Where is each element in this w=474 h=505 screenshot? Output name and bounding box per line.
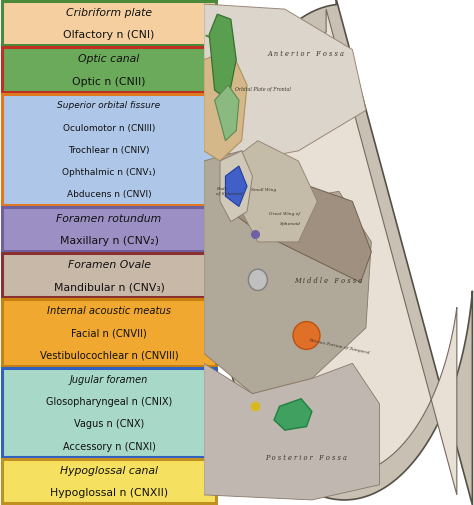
Text: Mandibular n (CNV₃): Mandibular n (CNV₃) [54, 282, 164, 292]
Polygon shape [204, 364, 379, 500]
Text: Jugular foramen: Jugular foramen [70, 374, 148, 384]
Polygon shape [274, 399, 312, 430]
Polygon shape [215, 0, 473, 505]
Ellipse shape [293, 322, 320, 349]
Text: Foramen rotundum: Foramen rotundum [56, 213, 162, 223]
Text: Glosopharyngeal n (CNIX): Glosopharyngeal n (CNIX) [46, 396, 172, 407]
FancyBboxPatch shape [2, 48, 216, 92]
Polygon shape [204, 5, 366, 162]
Text: Abducens n (CNVI): Abducens n (CNVI) [67, 190, 151, 198]
Polygon shape [204, 50, 247, 162]
FancyBboxPatch shape [2, 254, 216, 298]
Text: A n t e r i o r   F o s s a: A n t e r i o r F o s s a [268, 49, 345, 58]
FancyBboxPatch shape [2, 2, 216, 46]
Text: Ophthalmic n (CNV₁): Ophthalmic n (CNV₁) [62, 168, 156, 177]
Text: Body
of Sphenoid: Body of Sphenoid [216, 187, 243, 195]
Polygon shape [228, 10, 457, 495]
FancyBboxPatch shape [2, 459, 216, 503]
Polygon shape [204, 152, 371, 394]
Text: Sphenoid: Sphenoid [280, 222, 301, 226]
Polygon shape [209, 15, 236, 101]
Text: M i d d l e   F o s s a: M i d d l e F o s s a [294, 277, 362, 285]
Text: Accessory n (CNXI): Accessory n (CNXI) [63, 441, 155, 450]
Text: Vagus n (CNX): Vagus n (CNX) [74, 419, 144, 429]
Text: Hypoglossal n (CNXII): Hypoglossal n (CNXII) [50, 487, 168, 497]
Text: Great Wing of: Great Wing of [269, 212, 301, 216]
FancyBboxPatch shape [2, 300, 216, 366]
Text: Petrous Portion of Temporal: Petrous Portion of Temporal [308, 338, 370, 355]
Text: Trochlear n (CNIV): Trochlear n (CNIV) [68, 145, 150, 155]
FancyBboxPatch shape [2, 368, 216, 457]
Text: Small Wing: Small Wing [251, 188, 276, 192]
Polygon shape [231, 141, 317, 242]
Text: P o s t e r i o r   F o s s a: P o s t e r i o r F o s s a [265, 453, 347, 462]
Text: Optic n (CNII): Optic n (CNII) [72, 76, 146, 86]
Polygon shape [231, 167, 371, 283]
Text: Hypoglossal canal: Hypoglossal canal [60, 465, 158, 475]
Text: Oculomotor n (CNIII): Oculomotor n (CNIII) [63, 123, 155, 132]
Text: Internal acoustic meatus: Internal acoustic meatus [47, 306, 171, 316]
Polygon shape [226, 167, 247, 207]
FancyBboxPatch shape [2, 207, 216, 251]
Text: Optic canal: Optic canal [78, 55, 140, 64]
Text: Vestibulocochlear n (CNVIII): Vestibulocochlear n (CNVIII) [40, 350, 178, 360]
Text: Foramen Ovale: Foramen Ovale [67, 260, 151, 270]
Polygon shape [220, 152, 253, 222]
Text: Olfactory n (CNI): Olfactory n (CNI) [64, 30, 155, 40]
Text: Facial n (CNVII): Facial n (CNVII) [71, 328, 147, 338]
Text: Superior orbital fissure: Superior orbital fissure [57, 101, 161, 110]
Text: Cribriform plate: Cribriform plate [66, 8, 152, 18]
Text: Orbital Plate of Frontal: Orbital Plate of Frontal [235, 87, 291, 92]
Text: Maxillary n (CNV₂): Maxillary n (CNV₂) [60, 235, 158, 245]
Polygon shape [215, 86, 239, 141]
Ellipse shape [248, 270, 267, 291]
FancyBboxPatch shape [2, 94, 216, 205]
